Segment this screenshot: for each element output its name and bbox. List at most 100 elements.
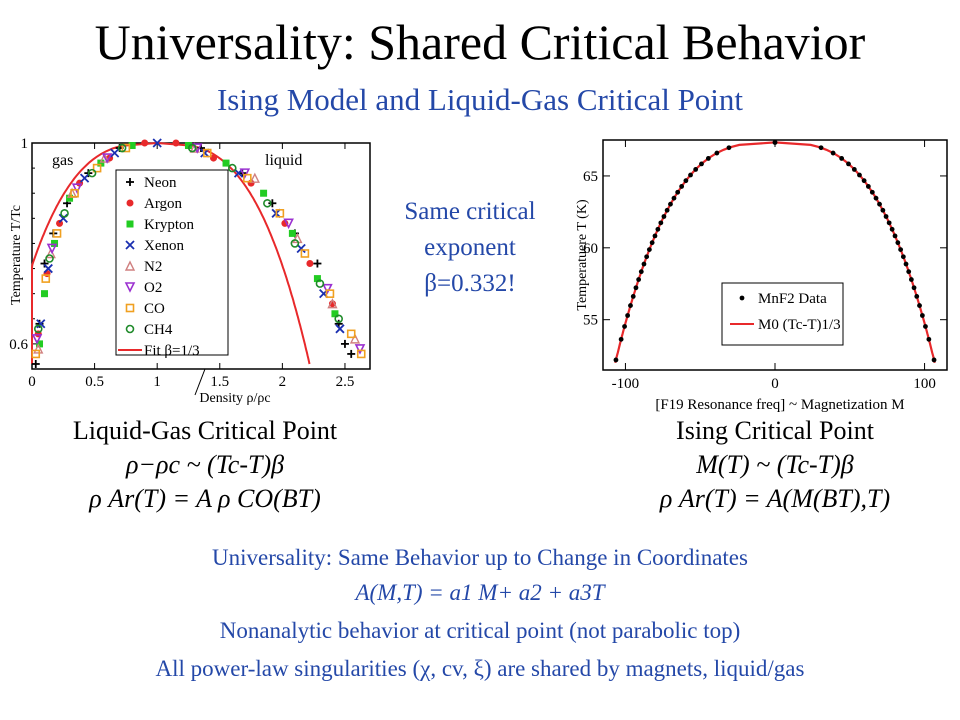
exponent-note: Same critical exponent β=0.332! bbox=[360, 194, 580, 302]
ising-point-right-7-shape bbox=[908, 277, 914, 282]
ising-point-right-6 bbox=[911, 285, 917, 291]
ising-point-right-10 bbox=[900, 254, 906, 260]
right-formula-1: M(T) ~ (Tc-T)β bbox=[696, 450, 854, 479]
ising-point-right-23-shape bbox=[857, 172, 862, 178]
legend-marker-0 bbox=[126, 178, 134, 186]
point-co-4 bbox=[92, 163, 102, 173]
point-ch4-4 bbox=[117, 143, 127, 153]
point-n2-0 bbox=[33, 343, 44, 354]
ising-legend-marker-0-shape bbox=[739, 295, 745, 301]
note-line-1: Same critical bbox=[404, 198, 536, 225]
point-krypton-11 bbox=[331, 310, 339, 318]
point-krypton-3-shape bbox=[66, 194, 74, 202]
ising-point-left-25-shape bbox=[699, 161, 704, 167]
note-line-3: β=0.332! bbox=[424, 270, 516, 297]
point-krypton-5-shape bbox=[128, 142, 136, 150]
annotation-gas: gas bbox=[52, 152, 73, 169]
point-krypton-0-shape bbox=[36, 340, 44, 348]
point-krypton-10 bbox=[313, 275, 321, 283]
point-ch4-9 bbox=[315, 279, 325, 288]
ising-point-left-16 bbox=[661, 214, 667, 219]
point-xenon-0 bbox=[36, 319, 46, 329]
legend-marker-5-shape bbox=[124, 282, 136, 293]
ising-point-left-1 bbox=[618, 336, 624, 342]
point-krypton-6-shape bbox=[184, 142, 192, 150]
point-krypton-1 bbox=[41, 290, 49, 298]
ising-point-right-2 bbox=[923, 324, 928, 329]
x-tick-label-1: 0.5 bbox=[85, 374, 104, 390]
legend-label-7: CH4 bbox=[144, 322, 173, 338]
point-krypton-6 bbox=[184, 142, 192, 150]
point-ch4-1 bbox=[45, 254, 54, 263]
ising-point-left-15 bbox=[658, 220, 664, 226]
ising-point-right-21 bbox=[865, 184, 871, 189]
point-n2-6 bbox=[292, 232, 303, 244]
ising-point-left-1-shape bbox=[618, 336, 624, 342]
ising-point-right-13 bbox=[892, 233, 898, 239]
point-krypton-2 bbox=[51, 239, 59, 247]
xlabel-pointer-line bbox=[194, 368, 206, 396]
ising-point-left-6-shape bbox=[633, 285, 639, 291]
ising-point-right-25 bbox=[846, 161, 851, 167]
r-x-tick-label-0: -100 bbox=[612, 376, 640, 392]
ising-point-left-17 bbox=[664, 207, 670, 213]
ising-point-right-18 bbox=[877, 201, 882, 207]
ising-point-right-3 bbox=[919, 313, 925, 318]
ising-point-left-2 bbox=[622, 324, 627, 329]
legend-marker-5 bbox=[124, 282, 136, 293]
legend-label-1: Argon bbox=[144, 196, 183, 212]
x-tick-label-5: 2.5 bbox=[336, 374, 355, 390]
ising-point-right-11 bbox=[898, 247, 904, 252]
ising-point-right-1-shape bbox=[926, 336, 932, 342]
point-xenon-0-d2 bbox=[36, 319, 46, 329]
point-ch4-8 bbox=[290, 239, 300, 248]
ising-point-right-14-shape bbox=[889, 226, 895, 232]
ising-legend bbox=[721, 282, 844, 346]
point-o2-8-shape bbox=[354, 344, 366, 355]
point-co-2 bbox=[52, 229, 62, 238]
point-o2-6-shape bbox=[283, 218, 294, 230]
ising-point-left-25 bbox=[699, 161, 704, 167]
point-krypton-11-shape bbox=[331, 310, 339, 318]
ising-point-left-22 bbox=[683, 178, 689, 184]
legend-marker-6 bbox=[125, 303, 135, 313]
ising-points bbox=[613, 140, 937, 363]
ising-point-right-19-shape bbox=[873, 195, 879, 201]
ising-legend-label-1: M0 (Tc-T)1/3 bbox=[758, 317, 841, 333]
liquid-gas-xlabel: Density ρ/ρc bbox=[199, 391, 270, 406]
ising-point-left-15-shape bbox=[658, 220, 664, 226]
point-krypton-1-shape bbox=[41, 290, 49, 298]
point-co-9 bbox=[300, 249, 310, 258]
point-neon-13 bbox=[340, 339, 349, 348]
bottom-line-3: Nonanalytic behavior at critical point (… bbox=[219, 618, 741, 643]
ising-point-right-20-shape bbox=[869, 189, 875, 195]
point-co-8-shape bbox=[275, 209, 285, 218]
point-xenon-9-d2 bbox=[296, 243, 306, 254]
point-o2-5-shape bbox=[239, 168, 251, 179]
ising-point-right-22 bbox=[861, 178, 867, 184]
point-co-4-shape bbox=[92, 163, 102, 173]
ising-point-right-12-shape bbox=[895, 240, 901, 246]
point-xenon-4-d2 bbox=[109, 148, 120, 158]
point-o2-2-shape bbox=[71, 183, 83, 194]
left-caption: Liquid-Gas Critical Point ρ−ρc ~ (Tc-T)β… bbox=[20, 414, 390, 516]
legend-marker-3 bbox=[125, 240, 135, 250]
point-n2-0-shape bbox=[33, 343, 44, 354]
page-subtitle: Ising Model and Liquid-Gas Critical Poin… bbox=[216, 82, 744, 117]
ising-point-right-9 bbox=[903, 261, 909, 267]
ising-point-right-8-shape bbox=[906, 269, 912, 275]
ising-point-left-8 bbox=[638, 269, 644, 275]
point-co-1-shape bbox=[41, 274, 51, 283]
point-ch4-2-shape bbox=[60, 209, 69, 218]
point-xenon-6-d2 bbox=[200, 148, 210, 158]
point-neon-2 bbox=[40, 259, 49, 268]
ising-point-left-20-shape bbox=[675, 189, 681, 195]
point-co-6 bbox=[202, 148, 212, 158]
point-co-2-shape bbox=[52, 229, 62, 238]
right-formula-2: ρ Ar(T) = A(M(BT),T) bbox=[659, 484, 891, 513]
ising-point-right-3-shape bbox=[919, 313, 925, 318]
r-y-tick-label-1: 60 bbox=[583, 241, 598, 257]
point-krypton-2-shape bbox=[51, 239, 59, 247]
point-co-12 bbox=[356, 349, 366, 359]
legend-marker-3-d2 bbox=[125, 240, 135, 250]
